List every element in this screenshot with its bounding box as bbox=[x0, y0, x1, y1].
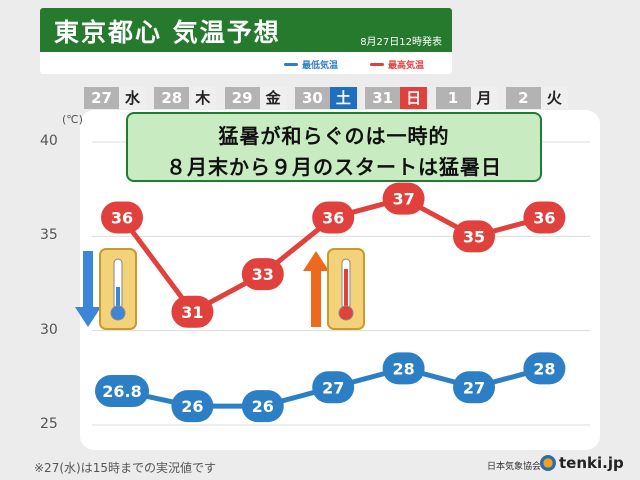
y-tick-label-35: 35 bbox=[40, 227, 58, 244]
headline-box: 猛暑が和らぐのは一時的 ８月末から９月のスタートは猛暑日 bbox=[126, 112, 542, 182]
day-header-0: 27 水 bbox=[84, 87, 146, 109]
data-label-0-6: 36 bbox=[533, 208, 555, 227]
day-weekday: 木 bbox=[189, 87, 217, 109]
legend-label-min: 最低気温 bbox=[302, 61, 339, 71]
data-marker-1-4 bbox=[382, 352, 425, 385]
data-marker-0-6 bbox=[523, 201, 566, 234]
day-weekday: 金 bbox=[259, 87, 287, 109]
day-weekday: 日 bbox=[400, 87, 428, 109]
legend-swatch-max bbox=[370, 63, 384, 66]
day-number: 31 bbox=[365, 87, 401, 109]
credit: 日本気象協会 bbox=[487, 462, 542, 472]
data-marker-1-2 bbox=[241, 390, 284, 423]
falling-thermometer-icon bbox=[75, 248, 137, 330]
sun-logo-icon bbox=[540, 455, 556, 471]
footnote: ※27(水)は15時までの実況値です bbox=[34, 461, 216, 475]
data-label-1-2: 26 bbox=[252, 397, 274, 416]
data-marker-1-5 bbox=[453, 371, 495, 404]
data-marker-0-0 bbox=[101, 201, 143, 234]
legend-item-min: 最低気温 bbox=[284, 58, 338, 71]
page-title: 東京都心 気温予想 bbox=[54, 18, 281, 47]
header-bar: 東京都心 気温予想 8月27日12時発表 bbox=[40, 8, 452, 52]
data-label-0-2: 33 bbox=[252, 265, 274, 284]
brand-name: tenki.jp bbox=[559, 454, 624, 472]
data-label-1-5: 27 bbox=[463, 378, 485, 397]
data-label-1-0: 26.8 bbox=[102, 382, 141, 401]
y-tick-label-25: 25 bbox=[40, 416, 58, 432]
day-number: 2 bbox=[505, 87, 541, 109]
data-label-0-4: 37 bbox=[392, 190, 414, 209]
rising-thermometer-icon bbox=[303, 248, 365, 330]
legend: 最低気温 最高気温 bbox=[40, 56, 452, 74]
legend-swatch-min bbox=[284, 63, 298, 66]
y-tick-label-30: 30 bbox=[40, 321, 58, 338]
data-marker-0-5 bbox=[453, 220, 495, 253]
legend-item-max: 最高気温 bbox=[370, 58, 424, 71]
legend-label-max: 最高気温 bbox=[388, 61, 425, 71]
y-tick-label-40: 40 bbox=[40, 133, 58, 149]
data-marker-1-6 bbox=[523, 352, 566, 385]
day-weekday: 火 bbox=[540, 87, 568, 109]
day-number: 29 bbox=[224, 87, 260, 109]
day-weekday: 月 bbox=[470, 87, 498, 109]
issued-time: 8月27日12時発表 bbox=[360, 37, 442, 48]
data-label-1-3: 27 bbox=[322, 378, 344, 397]
day-number: 1 bbox=[435, 87, 471, 109]
day-number: 27 bbox=[84, 87, 119, 109]
day-weekday: 土 bbox=[329, 87, 357, 109]
brand-logo: tenki.jp bbox=[540, 454, 624, 472]
data-marker-1-3 bbox=[312, 371, 355, 404]
data-label-0-3: 36 bbox=[322, 208, 344, 227]
data-marker-1-0 bbox=[95, 375, 149, 408]
data-label-1-4: 28 bbox=[392, 359, 414, 378]
day-header-1: 28 木 bbox=[154, 87, 217, 109]
data-marker-0-4 bbox=[382, 182, 425, 215]
header: 東京都心 気温予想 8月27日12時発表 bbox=[40, 8, 452, 60]
headline-line-2: ８月末から９月のスタートは猛暑日 bbox=[166, 155, 502, 179]
data-marker-0-2 bbox=[241, 258, 284, 291]
day-number: 30 bbox=[294, 87, 330, 109]
data-marker-1-1 bbox=[171, 390, 214, 423]
data-label-0-1: 31 bbox=[181, 303, 203, 322]
day-number: 28 bbox=[154, 87, 190, 109]
day-header-4: 31 日 bbox=[365, 87, 428, 109]
data-label-0-5: 35 bbox=[463, 227, 485, 246]
y-axis-unit: (℃) bbox=[62, 113, 83, 126]
data-label-1-6: 28 bbox=[533, 359, 555, 378]
data-marker-0-3 bbox=[312, 201, 355, 234]
data-label-1-1: 26 bbox=[181, 397, 203, 416]
data-label-0-0: 36 bbox=[111, 208, 133, 227]
day-header-3: 30 土 bbox=[294, 87, 357, 109]
headline-line-1: 猛暑が和らぐのは一時的 bbox=[218, 124, 450, 148]
day-header-2: 29 金 bbox=[224, 87, 287, 109]
data-marker-0-1 bbox=[171, 295, 214, 328]
day-weekday: 水 bbox=[119, 87, 146, 109]
